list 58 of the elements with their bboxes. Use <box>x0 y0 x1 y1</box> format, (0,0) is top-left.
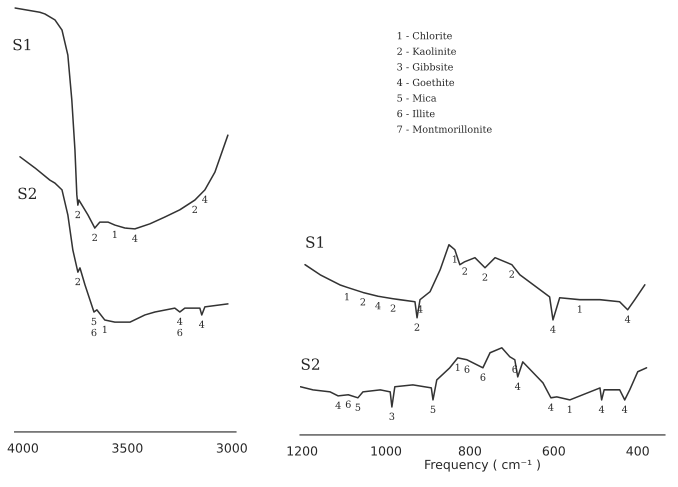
annotation: 4 <box>598 406 604 413</box>
series-label: S1 <box>14 38 30 50</box>
annotation: 2 <box>75 278 80 286</box>
text: 4 - Goethite <box>396 78 454 86</box>
x-tick-label: 800 <box>458 446 482 456</box>
annotation: 4 <box>622 406 628 413</box>
text: 1 - Chlorite <box>398 32 452 40</box>
annotation: 2 <box>414 323 420 331</box>
series-label: S1 <box>306 236 324 248</box>
text: 5 - Mica <box>397 94 436 102</box>
annotation: 5 <box>92 318 96 326</box>
annotation: 2 <box>360 298 366 306</box>
annotation: 4 <box>177 318 182 325</box>
annotation: 6 <box>92 328 96 336</box>
annotation: 4 <box>550 326 556 333</box>
annotation: 1 <box>456 364 460 371</box>
annotation: 1 <box>345 293 349 300</box>
text: 2 - Kaolinite <box>397 47 456 55</box>
series-label: S2 <box>302 358 320 370</box>
series-label: S2 <box>18 188 36 200</box>
x-tick-label: 1200 <box>288 446 318 456</box>
text: 3 - Gibbsite <box>397 62 453 71</box>
x-tick-label: 3000 <box>216 443 247 453</box>
annotation: 2 <box>75 210 80 218</box>
x-axis-title: Frequency ( cm⁻¹ ) <box>425 460 540 472</box>
annotation: 1 <box>452 255 457 263</box>
annotation: 4 <box>514 382 520 390</box>
annotation: 4 <box>548 404 554 411</box>
annotation: 2 <box>462 267 468 275</box>
x-tick-label: 1000 <box>371 446 402 456</box>
annotation: 4 <box>375 302 381 310</box>
annotation: 2 <box>509 270 514 278</box>
annotation: 6 <box>464 366 470 373</box>
text: 6 - Illite <box>397 110 435 118</box>
annotation: 4 <box>624 315 630 323</box>
annotation: 5 <box>356 404 360 411</box>
annotation: 1 <box>102 326 107 333</box>
annotation: 2 <box>482 273 488 281</box>
x-tick-label: 3500 <box>112 443 142 453</box>
x-tick-label: 400 <box>626 446 649 456</box>
annotation: 6 <box>480 373 486 381</box>
annotation: 6 <box>346 400 351 408</box>
annotation: 4 <box>335 402 341 409</box>
annotation: 1 <box>112 230 117 238</box>
annotation: 2 <box>92 234 97 241</box>
annotation: 4 <box>198 320 204 328</box>
annotation: 2 <box>390 304 396 312</box>
text: 7 - Montmorillonite <box>397 125 492 133</box>
annotation: 4 <box>202 196 208 203</box>
annotation: 2 <box>192 206 197 213</box>
annotation: 6 <box>177 328 182 336</box>
annotation: 4 <box>132 234 138 242</box>
annotation: 1 <box>568 406 572 413</box>
annotation: 1 <box>578 305 582 313</box>
x-tick-label: 600 <box>542 446 565 456</box>
annotation: 5 <box>430 406 436 413</box>
annotation: 3 <box>390 412 394 420</box>
x-tick-label: 4000 <box>8 443 38 453</box>
